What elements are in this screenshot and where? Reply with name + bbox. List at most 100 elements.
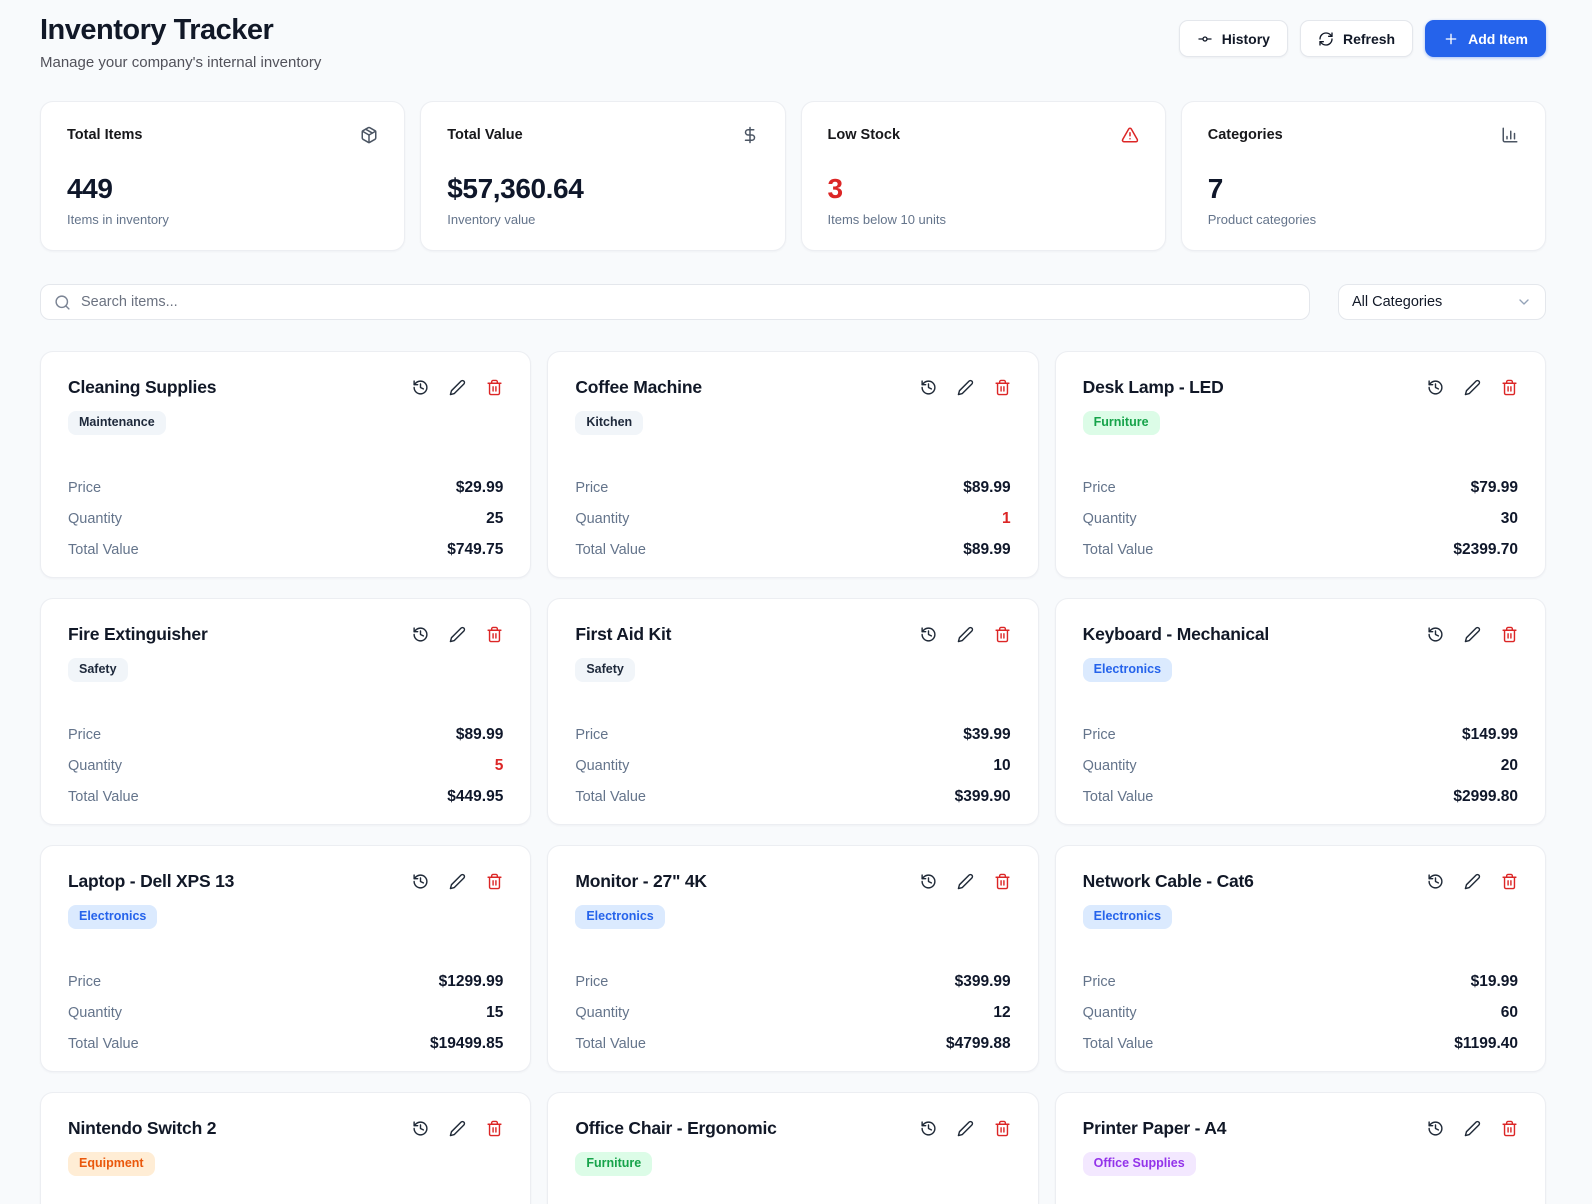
item-name: Coffee Machine: [575, 377, 702, 397]
commit-icon: [1197, 31, 1213, 47]
search-input[interactable]: [81, 294, 1296, 310]
total-label: Total Value: [68, 541, 139, 558]
item-history-button[interactable]: [412, 626, 429, 643]
trash-icon: [994, 379, 1011, 396]
quantity-value: 15: [486, 1003, 504, 1021]
plus-icon: [1443, 31, 1459, 47]
item-delete-button[interactable]: [1501, 873, 1518, 890]
toolbar: History Refresh Add Item: [1178, 20, 1546, 57]
history-icon: [412, 626, 429, 643]
item-delete-button[interactable]: [486, 379, 503, 396]
item-delete-button[interactable]: [1501, 379, 1518, 396]
item-edit-button[interactable]: [1464, 379, 1481, 396]
item-delete-button[interactable]: [994, 873, 1011, 890]
item-delete-button[interactable]: [994, 379, 1011, 396]
alert-triangle-icon: [1121, 126, 1139, 144]
item-card: Monitor - 27" 4K Electronics Price $399.9…: [547, 845, 1039, 1072]
category-filter-value: All Categories: [1352, 294, 1443, 310]
trash-icon: [486, 873, 503, 890]
page-heading-group: Inventory Tracker Manage your company's …: [40, 14, 321, 71]
item-delete-button[interactable]: [994, 1120, 1011, 1137]
item-history-button[interactable]: [1427, 379, 1444, 396]
category-filter-select[interactable]: All Categories: [1338, 284, 1546, 320]
stat-label: Categories: [1207, 127, 1283, 143]
item-edit-button[interactable]: [957, 379, 974, 396]
stat-card-total-value: Total Value $57,360.64 Inventory value: [420, 101, 786, 251]
price-row: Price $1299.99: [68, 973, 503, 991]
pencil-icon: [957, 379, 974, 396]
total-value: $449.95: [447, 787, 504, 805]
price-label: Price: [68, 726, 102, 743]
item-history-button[interactable]: [920, 379, 937, 396]
pencil-icon: [1464, 873, 1481, 890]
item-edit-button[interactable]: [449, 626, 466, 643]
price-row: Price $39.99: [575, 726, 1010, 744]
item-name: Nintendo Switch 2: [68, 1118, 217, 1138]
item-history-button[interactable]: [1427, 1120, 1444, 1137]
item-edit-button[interactable]: [1464, 873, 1481, 890]
total-row: Total Value $399.90: [575, 788, 1010, 806]
total-row: Total Value $2999.80: [1083, 788, 1518, 806]
price-label: Price: [68, 973, 102, 990]
price-label: Price: [575, 973, 609, 990]
item-edit-button[interactable]: [957, 626, 974, 643]
item-edit-button[interactable]: [449, 1120, 466, 1137]
quantity-row: Quantity 1: [575, 510, 1010, 528]
quantity-row: Quantity 25: [68, 510, 503, 528]
item-card: Nintendo Switch 2 Equipment Price Quanti…: [40, 1092, 532, 1204]
item-delete-button[interactable]: [486, 873, 503, 890]
item-delete-button[interactable]: [1501, 626, 1518, 643]
item-edit-button[interactable]: [1464, 1120, 1481, 1137]
item-history-button[interactable]: [1427, 626, 1444, 643]
price-label: Price: [1082, 726, 1116, 743]
item-history-button[interactable]: [920, 626, 937, 643]
pencil-icon: [449, 873, 466, 890]
item-edit-button[interactable]: [957, 1120, 974, 1137]
price-value: $39.99: [963, 725, 1011, 743]
item-history-button[interactable]: [412, 379, 429, 396]
total-row: Total Value $2399.70: [1083, 541, 1518, 559]
quantity-row: Quantity 12: [575, 1004, 1010, 1022]
quantity-value: 25: [486, 509, 504, 527]
history-button[interactable]: History: [1178, 20, 1288, 57]
price-row: Price $149.99: [1083, 726, 1518, 744]
price-value: $89.99: [963, 478, 1011, 496]
item-delete-button[interactable]: [486, 626, 503, 643]
total-value: $4799.88: [946, 1034, 1011, 1052]
item-history-button[interactable]: [412, 1120, 429, 1137]
trash-icon: [486, 626, 503, 643]
price-label: Price: [1082, 479, 1116, 496]
category-badge: Office Supplies: [1082, 1152, 1196, 1176]
trash-icon: [1501, 873, 1518, 890]
item-edit-button[interactable]: [449, 873, 466, 890]
item-name: Laptop - Dell XPS 13: [68, 871, 235, 891]
item-delete-button[interactable]: [994, 626, 1011, 643]
item-delete-button[interactable]: [486, 1120, 503, 1137]
item-history-button[interactable]: [1427, 873, 1444, 890]
add-item-button[interactable]: Add Item: [1425, 20, 1546, 57]
total-label: Total Value: [68, 788, 139, 805]
item-edit-button[interactable]: [957, 873, 974, 890]
item-history-button[interactable]: [412, 873, 429, 890]
history-button-label: History: [1221, 30, 1270, 47]
category-badge: Kitchen: [575, 411, 644, 435]
price-value: $399.99: [954, 972, 1011, 990]
stat-card-low-stock: Low Stock 3 Items below 10 units: [800, 101, 1166, 251]
total-value: $2399.70: [1453, 540, 1518, 558]
item-edit-button[interactable]: [449, 379, 466, 396]
stat-caption: Items in inventory: [67, 212, 169, 227]
trash-icon: [1501, 1120, 1518, 1137]
item-edit-button[interactable]: [1464, 626, 1481, 643]
item-delete-button[interactable]: [1501, 1120, 1518, 1137]
item-history-button[interactable]: [920, 1120, 937, 1137]
total-label: Total Value: [1082, 788, 1154, 805]
category-badge: Safety: [68, 658, 128, 682]
item-history-button[interactable]: [920, 873, 937, 890]
quantity-label: Quantity: [68, 757, 122, 774]
total-row: Total Value $449.95: [68, 788, 503, 806]
refresh-button[interactable]: Refresh: [1299, 20, 1414, 57]
trash-icon: [994, 873, 1011, 890]
trash-icon: [994, 1120, 1011, 1137]
history-icon: [412, 873, 429, 890]
item-name: Office Chair - Ergonomic: [575, 1118, 777, 1138]
